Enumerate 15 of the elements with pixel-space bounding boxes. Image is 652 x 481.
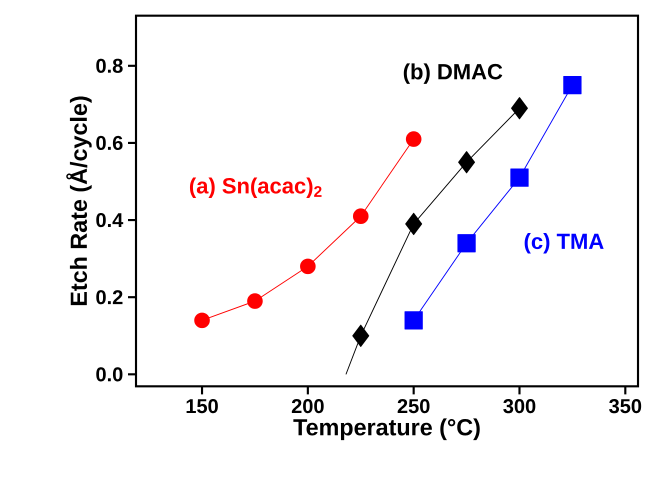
series-label: (b) DMAC — [404, 63, 502, 84]
y-axis-title: Etch Rate (Å/cycle) — [66, 96, 92, 305]
y-tick-label: 0.0 — [96, 367, 122, 382]
x-tick-label: 250 — [398, 398, 430, 414]
x-tick-label: 150 — [186, 398, 218, 414]
series-label: (c) TMA — [524, 232, 604, 254]
y-tick-label: 0.4 — [96, 212, 124, 228]
y-tick-label: 0.8 — [96, 58, 123, 73]
series-label: (a) Sn(acac)$_{2}$ — [190, 177, 322, 198]
x-tick-label: 200 — [292, 398, 324, 414]
y-tick-label: 0.6 — [96, 136, 123, 150]
x-axis-title: Temperature (°C) — [293, 418, 480, 440]
y-tick-label: 0.2 — [96, 290, 122, 304]
x-tick-label: 350 — [609, 398, 642, 414]
x-tick-label: 300 — [503, 398, 536, 414]
